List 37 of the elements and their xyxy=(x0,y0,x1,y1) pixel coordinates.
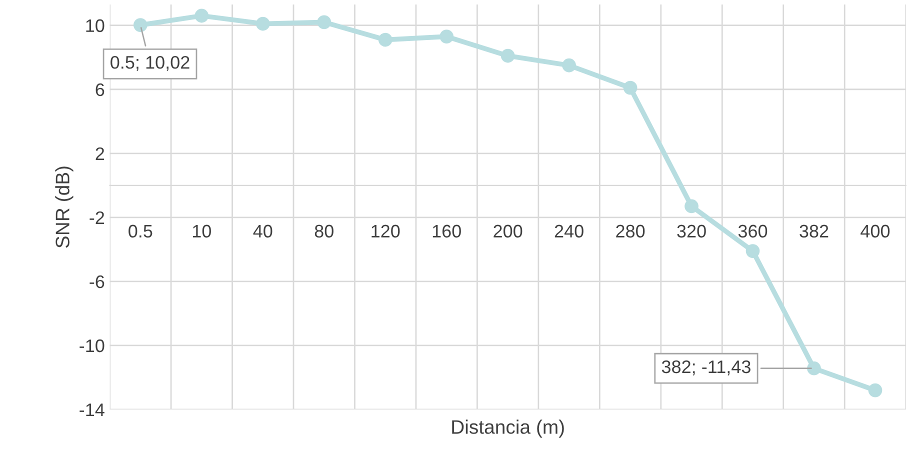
x-tick-label: 0.5 xyxy=(128,224,152,238)
x-tick-label: 382 xyxy=(800,224,828,238)
x-tick-label: 40 xyxy=(253,224,272,238)
x-tick-label: 320 xyxy=(677,224,706,238)
point xyxy=(562,58,576,72)
x-tick-label: 240 xyxy=(554,224,584,238)
y-tick-label: -2 xyxy=(90,211,104,224)
y-axis-title: SNR (dB) xyxy=(55,166,74,248)
annotation: 382; -11,43 xyxy=(662,360,750,376)
x-tick-label: 10 xyxy=(192,224,211,238)
point xyxy=(378,32,392,47)
y-tick-label: -10 xyxy=(80,339,104,352)
point xyxy=(807,361,821,376)
x-tick-label: 280 xyxy=(616,224,645,238)
x-axis-title: Distancia (m) xyxy=(452,420,564,438)
point xyxy=(194,8,209,23)
point xyxy=(133,18,148,32)
y-tick-label: -14 xyxy=(80,404,104,416)
x-tick-label: 360 xyxy=(738,224,768,238)
point xyxy=(440,30,454,44)
x-tick-label: 80 xyxy=(314,224,334,238)
point xyxy=(256,16,270,31)
x-tick-label: 200 xyxy=(494,224,522,238)
y-tick-label: -6 xyxy=(90,275,104,288)
x-tick-label: 160 xyxy=(432,224,461,238)
y-tick-label: 10 xyxy=(86,19,104,32)
point xyxy=(684,199,698,214)
point xyxy=(746,244,760,258)
x-tick-label: 120 xyxy=(372,224,400,238)
point xyxy=(623,80,638,95)
x-tick-label: 400 xyxy=(860,224,890,238)
point xyxy=(317,15,332,30)
y-tick-label: 2 xyxy=(96,147,104,160)
annotation: 0.5; 10,02 xyxy=(110,56,190,71)
y-tick-label: 6 xyxy=(96,83,104,96)
point xyxy=(500,48,515,63)
point xyxy=(868,383,882,398)
